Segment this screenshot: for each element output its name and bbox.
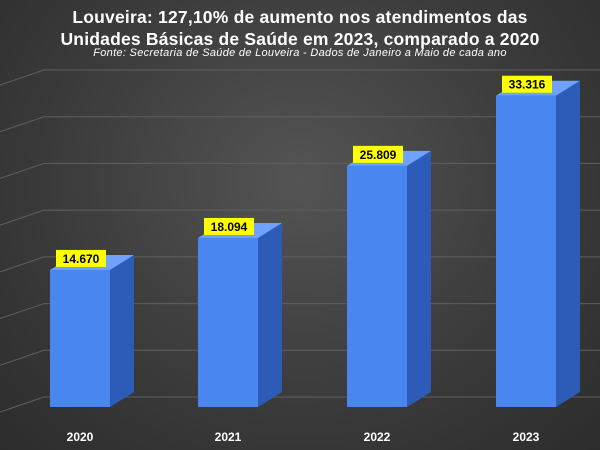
gridline-left-3 [0,256,45,273]
gridline-left-1 [0,349,45,366]
gridline-left-7 [0,69,45,86]
bar-2020 [50,269,110,407]
bar-2023 [496,95,556,407]
gridline-left-2 [0,303,45,320]
data-label-bg-2021 [204,217,254,235]
gridline-left-4 [0,209,45,226]
data-label-bg-2020 [56,249,106,267]
gridline-left-6 [0,116,45,133]
data-label-2022: 25.809 [360,148,397,162]
data-label-2021: 18.094 [211,220,248,234]
bar-side-2021 [258,222,282,407]
bar-side-2020 [110,254,134,407]
bar-side-2022 [407,150,431,408]
x-tick-label-2022: 2022 [364,430,391,444]
bar-2021 [198,237,258,407]
gridline-left-0 [0,396,45,413]
data-label-bg-2023 [502,75,552,93]
data-label-bg-2022 [353,145,403,163]
bar-side-2023 [556,80,580,407]
chart-title-line-2: Unidades Básicas de Saúde em 2023, compa… [60,29,540,49]
bar-2022 [347,165,407,407]
x-tick-label-2020: 2020 [67,430,94,444]
gridline-left-5 [0,162,45,179]
x-tick-label-2023: 2023 [513,430,540,444]
chart-subtitle: Fonte: Secretaria de Saúde de Louveira -… [93,47,507,59]
chart-title-line-1: Louveira: 127,10% de aumento nos atendim… [72,7,528,27]
x-tick-label-2021: 2021 [215,430,242,444]
data-label-2020: 14.670 [63,252,100,266]
chart-title: Louveira: 127,10% de aumento nos atendim… [0,6,600,50]
data-label-2023: 33.316 [509,78,546,92]
